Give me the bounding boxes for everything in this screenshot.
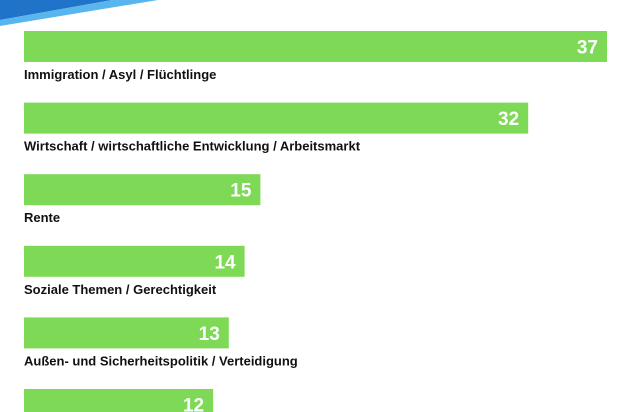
bar-value-label-6: 12 [183, 396, 204, 412]
bar-value-label-2: 32 [498, 109, 519, 130]
bar-value-label-1: 37 [577, 38, 598, 59]
bar-3 [24, 174, 261, 206]
category-label-1: Immigration / Asyl / Flüchtlinge [24, 67, 216, 82]
category-label-2: Wirtschaft / wirtschaftliche Entwicklung… [24, 139, 361, 154]
category-label-3: Rente [24, 210, 60, 225]
bar-4 [24, 245, 245, 277]
header-accent-light [0, 0, 158, 26]
bar-value-label-3: 15 [230, 181, 252, 202]
bar-5 [24, 317, 229, 349]
category-label-5: Außen- und Sicherheitspolitik / Verteidi… [24, 353, 298, 368]
bar-2 [24, 102, 529, 134]
bar-1 [24, 31, 607, 62]
bar-value-label-4: 14 [214, 252, 236, 273]
bar-value-label-5: 13 [199, 324, 220, 345]
header-accent [0, 0, 158, 26]
bar-6 [24, 389, 214, 412]
bars-group: 37 Immigration / Asyl / Flüchtlinge 32 Wirt… [24, 31, 607, 412]
category-label-4: Soziale Themen / Gerechtigkeit [24, 282, 217, 297]
